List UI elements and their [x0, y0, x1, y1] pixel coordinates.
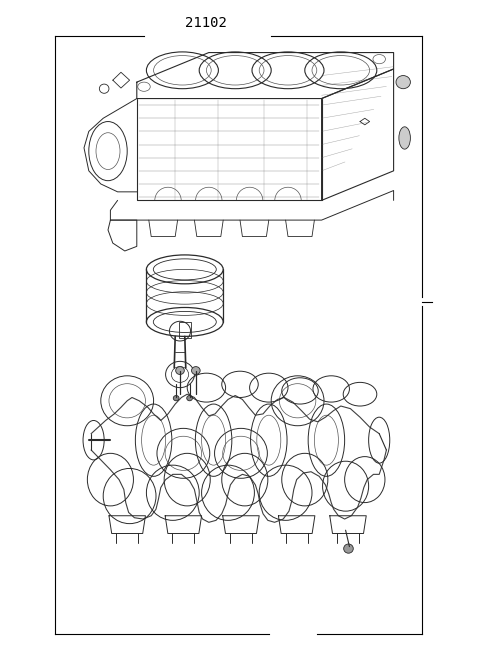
Text: 21102: 21102: [185, 16, 228, 30]
Ellipse shape: [344, 544, 353, 553]
Ellipse shape: [399, 127, 410, 149]
Ellipse shape: [192, 367, 200, 374]
Ellipse shape: [176, 367, 184, 374]
Bar: [179, 322, 191, 338]
Ellipse shape: [396, 76, 410, 89]
Ellipse shape: [187, 396, 192, 401]
Ellipse shape: [173, 396, 179, 401]
